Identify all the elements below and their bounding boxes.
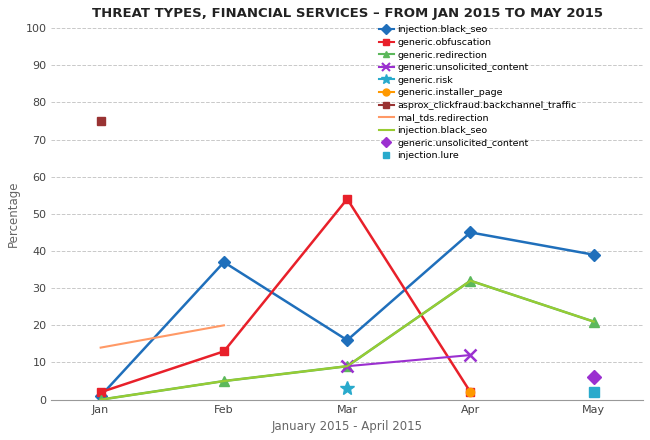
Legend: injection.black_seo, generic.obfuscation, generic.redirection, generic.unsolicit: injection.black_seo, generic.obfuscation… [378,26,577,160]
X-axis label: January 2015 - April 2015: January 2015 - April 2015 [272,420,422,433]
Title: THREAT TYPES, FINANCIAL SERVICES – FROM JAN 2015 TO MAY 2015: THREAT TYPES, FINANCIAL SERVICES – FROM … [92,7,603,20]
Y-axis label: Percentage: Percentage [7,180,20,247]
